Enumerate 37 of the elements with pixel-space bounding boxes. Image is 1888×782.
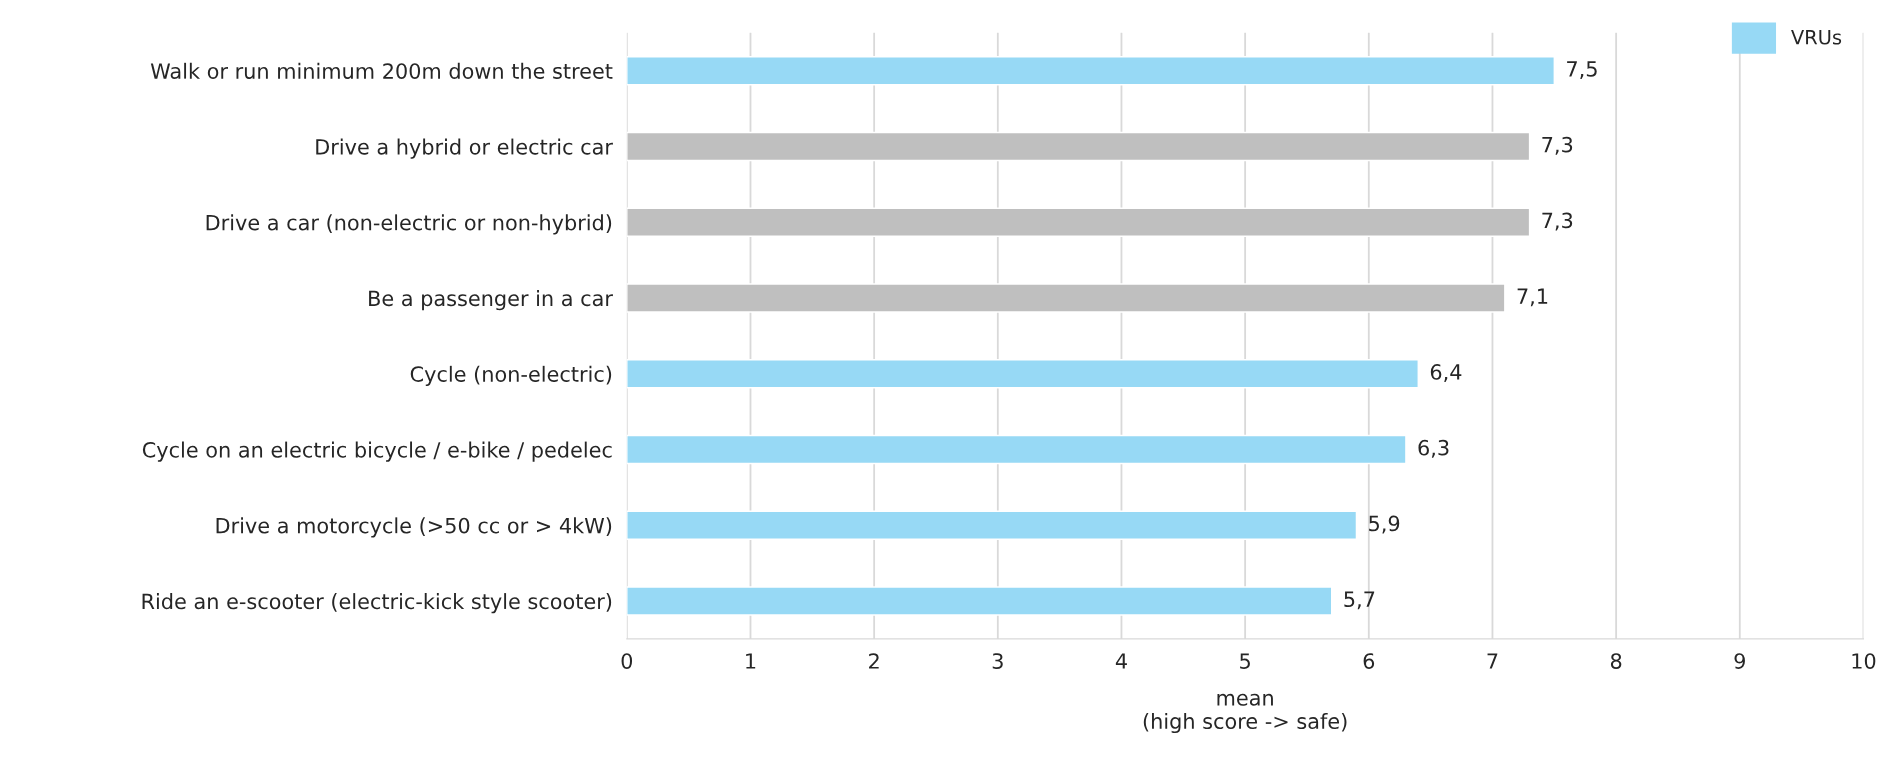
x-tick-label: 8 [1610, 653, 1622, 669]
data-label: 6,3 [1418, 439, 1449, 458]
bar [626, 586, 1333, 616]
data-label: 7,5 [1567, 61, 1597, 79]
y-tick-label: Cycle on an electric bicycle / e-bike / pedelec [142, 441, 612, 462]
data-label: 7,3 [1542, 136, 1573, 155]
data-label: 7,1 [1517, 288, 1548, 307]
bar [626, 283, 1506, 313]
y-tick-label: Ride an e-scooter (electric-kick style scooter) [142, 593, 612, 614]
x-tick-label: 7 [1487, 653, 1498, 669]
bar [626, 434, 1407, 465]
y-tick-label: Drive a hybrid or electric car [316, 138, 613, 159]
data-label: 5,9 [1369, 515, 1400, 534]
y-tick-label: Drive a motorcycle (>50 cc or > 4kW) [216, 517, 612, 538]
bar [626, 510, 1358, 540]
x-tick-label: 3 [992, 653, 1003, 669]
bar [626, 207, 1531, 237]
x-tick-label: 6 [1363, 653, 1375, 669]
x-tick-label: 1 [746, 653, 756, 669]
bar [626, 359, 1419, 389]
data-label: 5,7 [1344, 591, 1375, 610]
y-tick-label: Cycle (non-electric) [410, 365, 612, 386]
data-label: 7,3 [1542, 212, 1573, 231]
y-tick-label: Walk or run minimum 200m down the street [150, 62, 613, 79]
x-tick-label: 2 [869, 653, 879, 669]
data-label: 6,4 [1430, 364, 1462, 382]
x-tick-label: 9 [1734, 653, 1745, 669]
legend-label: VRUs [1791, 30, 1842, 45]
y-tick-label: Drive a car (non-electric or non-hybrid) [206, 214, 612, 235]
y-tick-label: Be a passenger in a car [369, 290, 613, 311]
x-axis-title: mean (high score -> safe) [1143, 693, 1347, 734]
x-tick-label: 10 [1852, 653, 1876, 669]
bar [626, 131, 1531, 162]
x-tick-label: 5 [1240, 653, 1250, 669]
bar [626, 56, 1555, 86]
x-tick-label: 0 [621, 653, 633, 669]
x-tick-label: 4 [1115, 653, 1127, 669]
